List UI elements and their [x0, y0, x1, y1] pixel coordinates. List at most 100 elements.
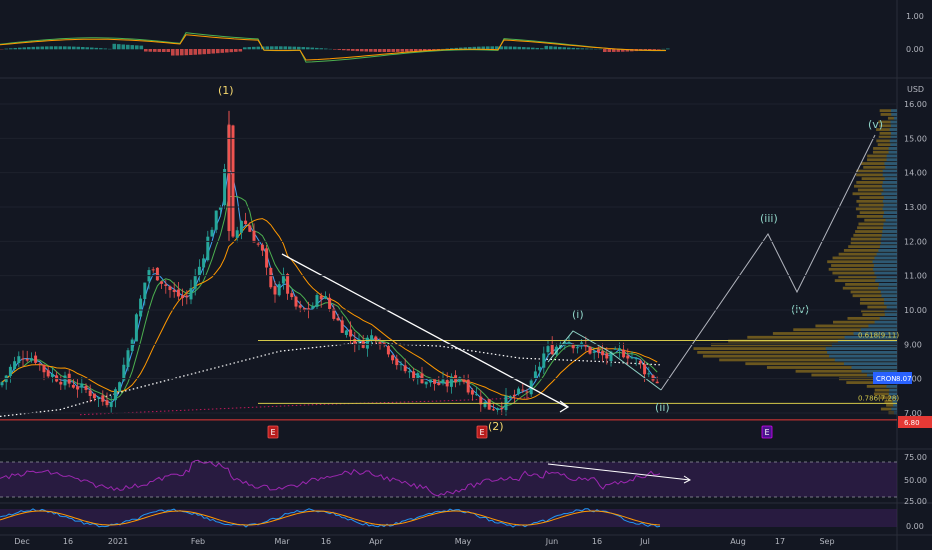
macd-histogram-bar: [427, 49, 432, 51]
candle-body: [374, 336, 378, 341]
candle-body: [109, 402, 113, 407]
macd-histogram-bar: [364, 49, 369, 52]
candle-body: [344, 330, 348, 335]
macd-histogram-bar: [27, 47, 31, 50]
volume-profile-bar: [888, 147, 897, 150]
macd-histogram-bar: [220, 49, 225, 53]
candle-body: [433, 379, 437, 384]
candle-body: [626, 355, 630, 359]
candle-body: [554, 346, 558, 355]
candle-body: [365, 337, 369, 349]
volume-profile-bar: [745, 362, 897, 366]
ma-long: [79, 397, 531, 416]
macd-histogram-bar: [400, 49, 405, 52]
candle-body: [160, 281, 164, 284]
volume-profile-bar: [850, 237, 897, 241]
volume-profile-bar: [872, 150, 897, 154]
volume-profile-bar: [859, 196, 897, 199]
macd-histogram-bar: [112, 43, 117, 50]
macd-histogram-bar: [666, 48, 670, 50]
volume-profile-bar: [890, 396, 897, 400]
volume-profile-bar: [850, 290, 897, 294]
macd-histogram-bar: [571, 47, 576, 50]
volume-profile-bar: [747, 335, 897, 339]
earnings-marker-3[interactable]: E: [761, 425, 773, 439]
macd-histogram-bar: [36, 46, 40, 50]
macd-histogram-bar: [45, 46, 49, 50]
volume-profile-bar: [890, 124, 897, 128]
volume-profile-bar: [828, 267, 897, 271]
volume-profile-bar: [890, 131, 897, 135]
volume-profile-bar: [867, 154, 897, 158]
macd-histogram-bar: [436, 49, 441, 50]
macd-histogram-bar: [256, 46, 261, 50]
volume-profile-bar: [853, 233, 897, 237]
candle-body: [395, 358, 399, 366]
macd-histogram-bar: [468, 47, 472, 50]
macd-histogram-bar: [409, 49, 414, 52]
macd-histogram-bar: [360, 49, 364, 52]
price-tick-label: 11.00: [904, 272, 927, 281]
earnings-marker-2[interactable]: E: [476, 425, 488, 439]
time-tick-label: Jun: [545, 537, 559, 546]
volume-profile-bar: [879, 124, 897, 128]
volume-profile-bar: [854, 184, 897, 188]
macd-histogram-bar: [270, 46, 274, 50]
macd-histogram-bar: [126, 44, 130, 50]
volume-profile-bar: [879, 109, 897, 113]
candle-body: [643, 364, 647, 375]
volume-profile-bar: [882, 173, 897, 177]
volume-profile-bar: [842, 286, 897, 290]
volume-profile-bar: [857, 226, 897, 230]
candle-body: [223, 168, 227, 206]
candle-body: [340, 320, 344, 333]
macd-histogram-bar: [90, 47, 94, 50]
candle-body: [386, 346, 390, 355]
candle-body: [332, 308, 336, 319]
candle-body: [185, 295, 189, 298]
macd-histogram-bar: [513, 46, 517, 50]
macd-histogram-bar: [481, 46, 486, 50]
volume-profile-bar: [882, 215, 897, 218]
candle-body: [281, 274, 285, 284]
volume-profile-bar: [848, 245, 897, 249]
wave-label-i: (i): [572, 308, 584, 321]
candle-body: [370, 335, 374, 340]
candle-body: [391, 355, 395, 361]
volume-profile-bar: [884, 309, 897, 313]
fib-label: 0.618(9.11): [858, 332, 899, 340]
volume-profile-bar: [766, 366, 897, 369]
candle-body: [517, 388, 521, 395]
candle-body: [214, 210, 218, 230]
candle-body: [311, 306, 315, 309]
candle-body: [445, 380, 449, 387]
candle-body: [248, 225, 252, 232]
macd-histogram-bar: [216, 49, 220, 54]
earnings-marker-label: E: [270, 428, 275, 437]
candle-body: [496, 408, 500, 411]
rsi-tick-label: 25.00: [904, 497, 927, 506]
volume-profile-bar: [867, 158, 897, 162]
earnings-marker-1[interactable]: E: [267, 425, 279, 439]
volume-profile-bar: [858, 203, 897, 207]
volume-profile-bar: [834, 279, 897, 283]
volume-profile-bar: [833, 320, 897, 324]
macd-histogram-bar: [454, 47, 459, 50]
macd-histogram-bar: [553, 46, 558, 50]
volume-profile-bar: [843, 249, 897, 252]
volume-profile-bar: [876, 252, 897, 256]
candle-body: [143, 282, 147, 300]
candle-body: [260, 244, 264, 251]
macd-histogram-bar: [517, 46, 522, 50]
candle-body: [521, 389, 525, 391]
drawings: [281, 134, 876, 484]
volume-profile-bar: [881, 294, 897, 298]
volume-profile-bar: [863, 165, 897, 169]
macd-histogram-bar: [103, 48, 108, 50]
volume-profile-bar: [882, 199, 897, 203]
macd-histogram-bar: [4, 48, 9, 50]
macd-histogram-bar: [346, 49, 351, 51]
candle-body: [290, 293, 294, 298]
macd-histogram-bar: [40, 46, 45, 50]
